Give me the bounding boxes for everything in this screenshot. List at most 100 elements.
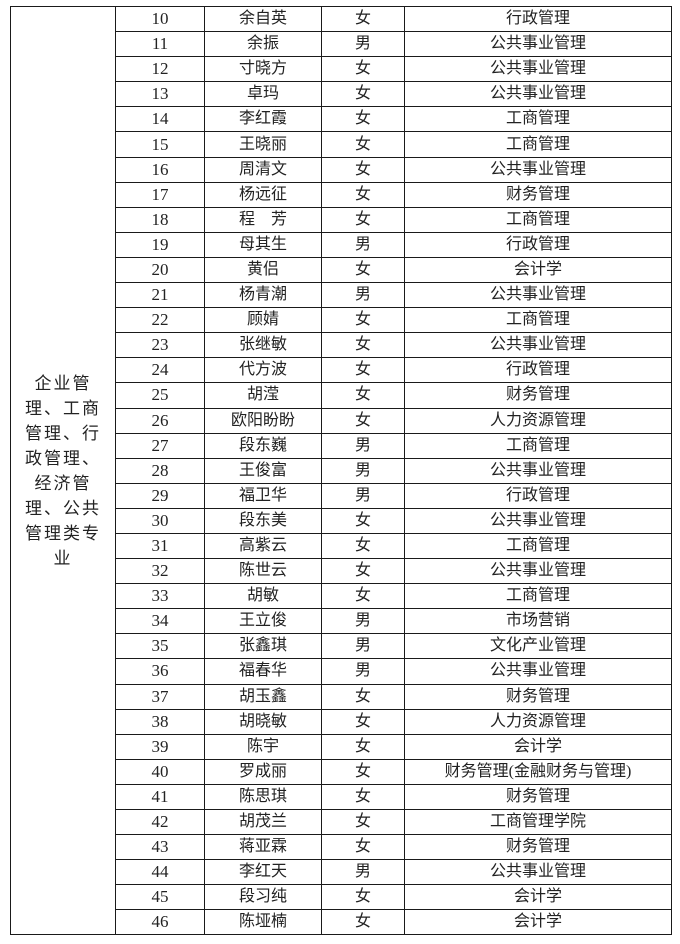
name-cell: 胡晓敏 <box>204 708 322 735</box>
major-cell: 公共事业管理 <box>404 31 672 58</box>
major-cell: 会计学 <box>404 884 672 911</box>
gender-cell: 女 <box>321 758 405 785</box>
table-row: 42 胡茂兰女工商管理学院 <box>11 808 672 836</box>
major-cell: 财务管理 <box>404 783 672 811</box>
major-cell: 公共事业管理 <box>404 156 672 183</box>
name-cell: 罗成丽 <box>204 758 322 785</box>
name-cell: 周清文 <box>204 156 322 183</box>
gender-cell: 女 <box>321 733 405 760</box>
number-cell: 26 <box>115 407 205 434</box>
major-cell: 工商管理 <box>404 131 672 158</box>
number-cell: 24 <box>115 357 205 384</box>
number-cell: 32 <box>115 558 205 585</box>
number-cell: 17 <box>115 181 205 208</box>
major-cell: 工商管理 <box>404 206 672 233</box>
table-row: 35 张鑫琪男文化产业管理 <box>11 633 672 660</box>
number-cell: 10 <box>115 5 205 33</box>
name-cell: 张鑫琪 <box>204 633 322 660</box>
table-row: 29 福卫华男行政管理 <box>11 482 672 509</box>
name-cell: 胡敏 <box>204 583 322 610</box>
table-row: 15 王晓丽女工商管理 <box>11 131 672 158</box>
name-cell: 母其生 <box>204 231 322 258</box>
number-cell: 46 <box>115 909 205 936</box>
category-line: 企业管 <box>34 373 92 393</box>
gender-cell: 男 <box>321 432 405 459</box>
major-cell: 财务管理 <box>404 834 672 861</box>
name-cell: 段习纯 <box>204 884 322 911</box>
gender-cell: 女 <box>321 884 405 911</box>
major-cell: 财务管理 <box>404 683 672 710</box>
name-cell: 寸晓方 <box>204 56 322 83</box>
major-cell: 公共事业管理 <box>404 457 672 484</box>
gender-cell: 男 <box>321 282 405 309</box>
table-row: 14 李红霞女工商管理 <box>11 106 672 133</box>
table-row: 46 陈垭楠女会计学 <box>11 909 672 936</box>
number-cell: 43 <box>115 834 205 861</box>
major-cell: 行政管理 <box>404 357 672 384</box>
name-cell: 段东美 <box>204 507 322 534</box>
table-row: 22 顾婧女工商管理 <box>11 307 672 334</box>
name-cell: 福春华 <box>204 658 322 685</box>
gender-cell: 女 <box>321 256 405 284</box>
number-cell: 36 <box>115 658 205 685</box>
major-cell: 工商管理学院 <box>404 808 672 836</box>
gender-cell: 男 <box>321 633 405 660</box>
gender-cell: 男 <box>321 231 405 258</box>
category-line: 经济管 <box>34 473 92 493</box>
gender-cell: 男 <box>321 608 405 635</box>
gender-cell: 女 <box>321 583 405 610</box>
major-cell: 公共事业管理 <box>404 332 672 359</box>
major-cell: 行政管理 <box>404 482 672 509</box>
number-cell: 34 <box>115 608 205 635</box>
number-cell: 15 <box>115 131 205 158</box>
gender-cell: 女 <box>321 307 405 334</box>
table-row: 45 段习纯女会计学 <box>11 884 672 911</box>
number-cell: 29 <box>115 482 205 509</box>
number-cell: 30 <box>115 507 205 534</box>
major-cell: 工商管理 <box>404 432 672 459</box>
major-cell: 会计学 <box>404 256 672 284</box>
gender-cell: 女 <box>321 206 405 233</box>
category-line: 管理、行 <box>25 423 101 443</box>
major-cell: 公共事业管理 <box>404 658 672 685</box>
major-cell: 人力资源管理 <box>404 708 672 735</box>
table-row: 19 母其生男行政管理 <box>11 231 672 258</box>
table-row: 34 王立俊男市场营销 <box>11 608 672 635</box>
number-cell: 28 <box>115 457 205 484</box>
gender-cell: 男 <box>321 482 405 509</box>
name-cell: 胡玉鑫 <box>204 683 322 710</box>
table-row: 24 代方波女行政管理 <box>11 357 672 384</box>
name-cell: 卓玛 <box>204 81 322 108</box>
category-cell: 企业管 理、工商 管理、行 政管理、 经济管 理、公共 管理类专业 <box>10 5 116 936</box>
number-cell: 37 <box>115 683 205 710</box>
gender-cell: 男 <box>321 31 405 58</box>
gender-cell: 女 <box>321 382 405 409</box>
major-cell: 会计学 <box>404 909 672 936</box>
number-cell: 20 <box>115 256 205 284</box>
number-cell: 12 <box>115 56 205 83</box>
major-cell: 财务管理(金融财务与管理) <box>404 758 672 785</box>
name-cell: 王俊富 <box>204 457 322 484</box>
name-cell: 蒋亚霖 <box>204 834 322 861</box>
name-cell: 陈宇 <box>204 733 322 760</box>
table-row: 31 高紫云女工商管理 <box>11 532 672 560</box>
gender-cell: 女 <box>321 407 405 434</box>
category-line: 管理类专 <box>25 523 101 543</box>
table-row: 38 胡晓敏女人力资源管理 <box>11 708 672 735</box>
name-cell: 李红天 <box>204 859 322 886</box>
table-row: 41 陈思琪女财务管理 <box>11 783 672 811</box>
gender-cell: 男 <box>321 658 405 685</box>
gender-cell: 女 <box>321 507 405 534</box>
number-cell: 31 <box>115 532 205 560</box>
major-cell: 工商管理 <box>404 106 672 133</box>
gender-cell: 女 <box>321 56 405 83</box>
table-row: 11 余振男公共事业管理 <box>11 31 672 58</box>
number-cell: 27 <box>115 432 205 459</box>
table-row: 40 罗成丽女财务管理(金融财务与管理) <box>11 758 672 785</box>
number-cell: 25 <box>115 382 205 409</box>
gender-cell: 女 <box>321 106 405 133</box>
gender-cell: 女 <box>321 783 405 811</box>
major-cell: 工商管理 <box>404 583 672 610</box>
gender-cell: 女 <box>321 332 405 359</box>
name-cell: 高紫云 <box>204 532 322 560</box>
